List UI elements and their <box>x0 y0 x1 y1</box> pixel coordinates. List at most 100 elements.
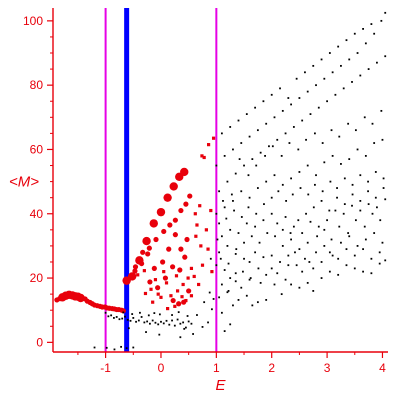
data-point-tiny <box>251 158 254 161</box>
data-point-tiny <box>290 177 292 180</box>
data-point-tiny <box>232 199 234 202</box>
data-point-tiny <box>315 174 317 177</box>
data-point-tiny <box>240 286 243 289</box>
data-point-tiny <box>277 190 280 193</box>
data-points <box>54 11 387 351</box>
data-point-medium <box>161 228 167 235</box>
data-point-tiny <box>323 77 326 80</box>
data-point-tiny <box>295 264 298 267</box>
data-point-small <box>166 306 170 311</box>
data-point-tiny <box>259 281 262 284</box>
data-point-tiny <box>298 171 301 173</box>
data-point-tiny <box>316 235 319 238</box>
axes <box>47 8 388 358</box>
data-point-tiny <box>229 126 232 128</box>
data-point-tiny <box>173 324 176 327</box>
data-point-tiny <box>370 272 373 275</box>
data-point-tiny <box>262 219 265 222</box>
data-point-large <box>122 276 131 285</box>
data-point-tiny <box>345 264 348 267</box>
data-point-small <box>189 294 194 298</box>
data-point-tiny <box>354 129 357 132</box>
data-point-tiny <box>314 183 316 186</box>
data-point-tiny <box>336 187 338 189</box>
data-point-tiny <box>347 232 350 234</box>
data-point-tiny <box>266 232 269 234</box>
data-point-tiny <box>364 238 367 241</box>
data-point-medium <box>182 254 188 260</box>
data-point-tiny <box>337 273 340 276</box>
data-point-tiny <box>301 270 304 273</box>
data-point-medium <box>186 288 192 294</box>
data-point-tiny <box>218 251 221 254</box>
data-point-tiny <box>186 315 189 317</box>
data-point-tiny <box>223 269 226 271</box>
data-point-tiny <box>276 138 279 141</box>
data-point-tiny <box>265 122 268 125</box>
data-point-large <box>142 236 151 246</box>
data-point-tiny <box>354 219 357 222</box>
data-point-tiny <box>381 138 384 141</box>
data-point-tiny <box>340 163 342 165</box>
data-point-large <box>169 182 178 191</box>
data-point-medium <box>172 217 178 223</box>
data-point-tiny <box>298 97 301 99</box>
data-point-tiny <box>262 256 265 259</box>
data-point-tiny <box>187 320 190 323</box>
data-point-tiny <box>342 212 345 215</box>
data-point-tiny <box>234 280 237 283</box>
data-point-small <box>153 278 158 282</box>
data-point-tiny <box>255 164 258 167</box>
data-point-tiny <box>250 235 253 238</box>
data-point-large <box>156 207 166 217</box>
data-point-small <box>194 234 198 238</box>
data-point-tiny <box>314 132 316 135</box>
data-point-tiny <box>284 216 287 218</box>
data-point-tiny <box>384 55 387 58</box>
data-point-tiny <box>317 106 320 109</box>
data-point-tiny <box>218 190 221 193</box>
data-point-tiny <box>378 251 381 254</box>
data-point-tiny <box>337 257 340 260</box>
data-point-tiny <box>248 278 251 281</box>
data-point-tiny <box>110 314 113 317</box>
x-tick-label: 2 <box>268 361 275 375</box>
data-point-tiny <box>179 322 182 325</box>
data-point-medium <box>166 246 172 252</box>
data-point-tiny <box>226 180 229 183</box>
data-point-small <box>169 294 173 298</box>
data-point-tiny <box>359 74 362 77</box>
data-point-tiny <box>321 142 324 144</box>
data-point-tiny <box>382 187 385 189</box>
data-point-small <box>193 212 197 216</box>
data-point-tiny <box>309 113 312 115</box>
data-point-small <box>156 292 160 296</box>
data-point-tiny <box>235 248 238 251</box>
data-point-tiny <box>249 277 252 279</box>
data-point-tiny <box>104 311 107 314</box>
data-point-medium <box>178 246 184 252</box>
data-point-tiny <box>290 103 292 106</box>
data-point-tiny <box>132 317 135 319</box>
data-point-tiny <box>257 267 260 270</box>
data-point-tiny <box>284 278 287 281</box>
data-point-tiny <box>247 174 250 177</box>
data-point-tiny <box>304 257 306 260</box>
data-point-tiny <box>307 193 310 196</box>
data-point-tiny <box>356 245 359 247</box>
data-point-tiny <box>121 317 124 320</box>
data-point-tiny <box>237 119 240 122</box>
data-point-tiny <box>105 346 108 349</box>
data-point-tiny <box>184 326 187 329</box>
data-point-tiny <box>290 238 292 241</box>
data-point-tiny <box>270 267 273 270</box>
data-point-tiny <box>140 316 143 318</box>
data-point-tiny <box>115 316 118 318</box>
data-point-tiny <box>378 262 381 265</box>
data-point-tiny <box>287 264 290 267</box>
data-point-tiny <box>312 267 315 270</box>
data-point-tiny <box>218 222 221 225</box>
data-point-small <box>200 154 204 158</box>
data-point-large <box>180 167 189 177</box>
data-point-medium <box>162 275 169 281</box>
